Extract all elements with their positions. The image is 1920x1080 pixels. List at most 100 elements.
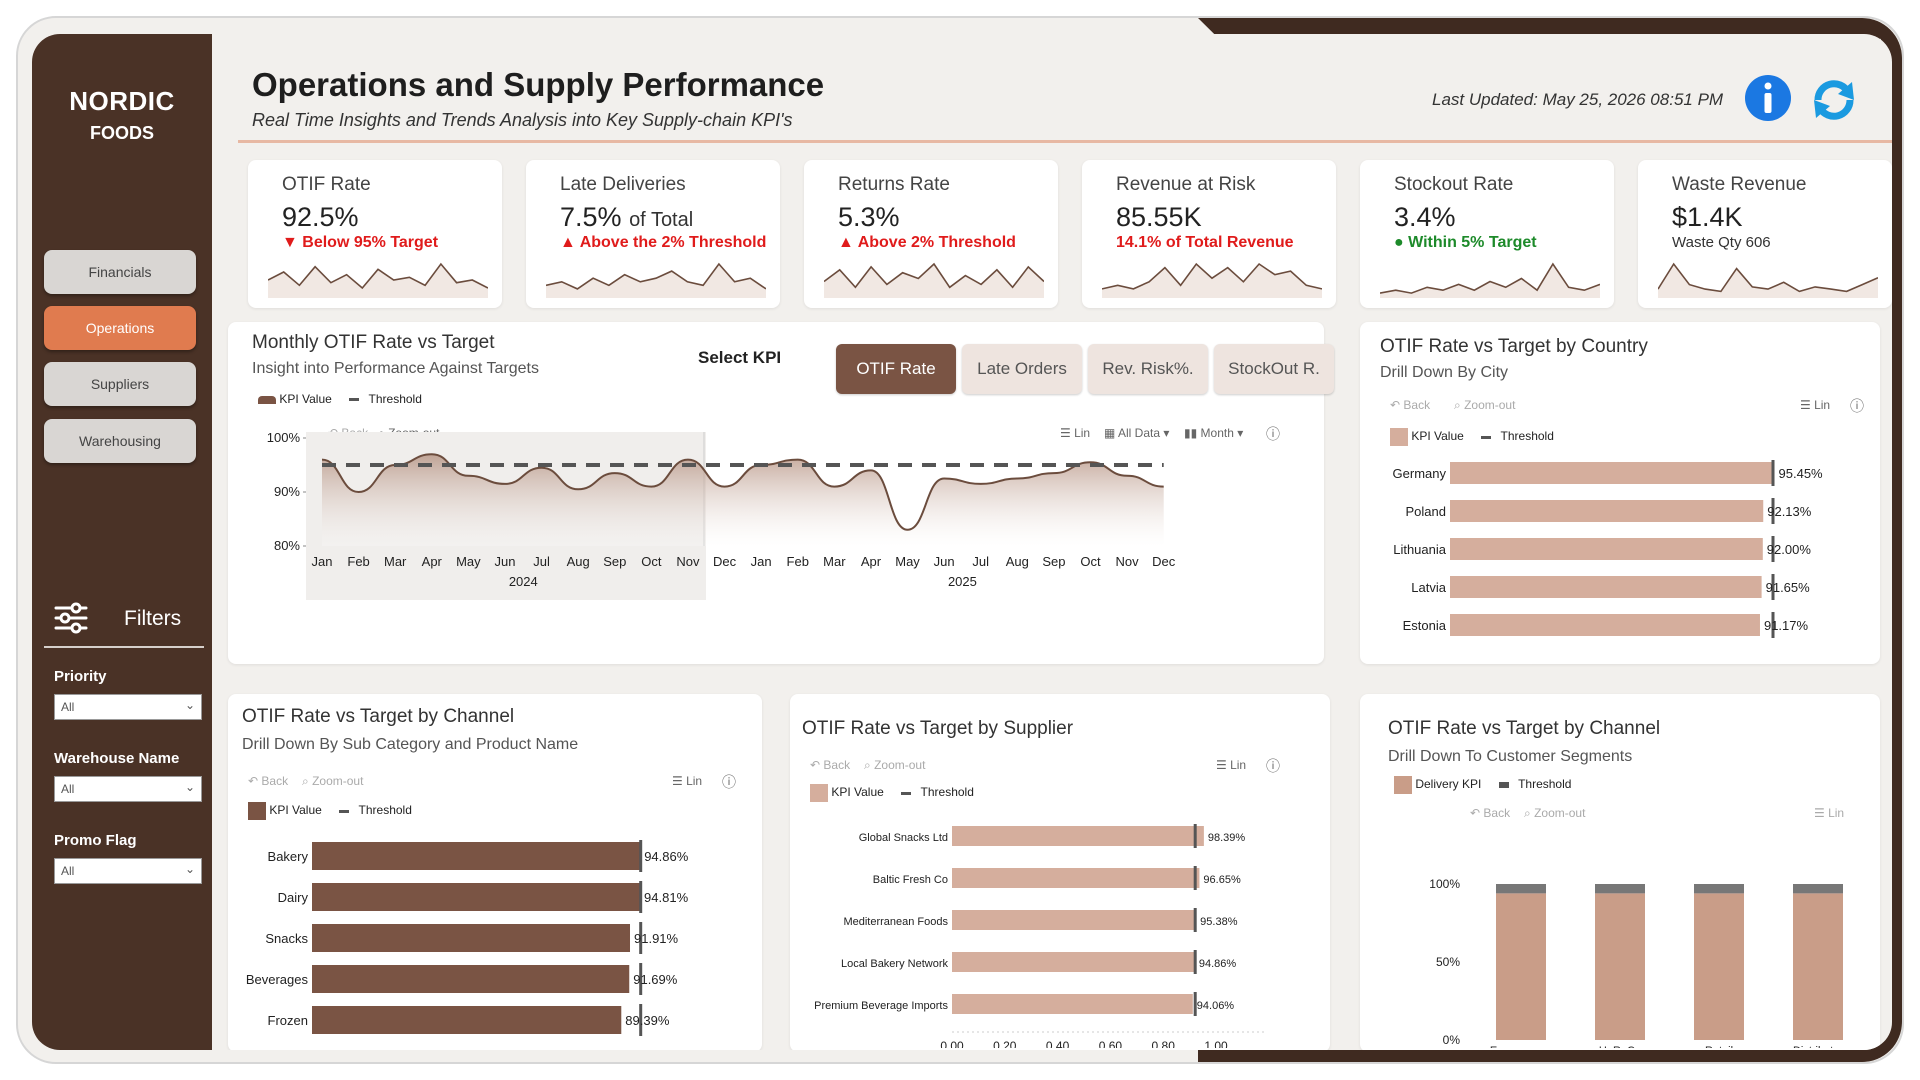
legend-kpi-swatch [248, 802, 266, 820]
country-title: OTIF Rate vs Target by Country [1380, 336, 1648, 357]
segments-back-button[interactable]: ↶ Back [1470, 806, 1511, 820]
x-group-label: 2024 [509, 574, 538, 589]
back-label: Back [261, 774, 289, 788]
bar [312, 1006, 622, 1034]
help-icon[interactable]: ⓘ [1850, 398, 1864, 414]
country-back-button[interactable]: ↶ Back [1390, 398, 1431, 412]
filter-warehouse-select[interactable]: All ⌄ [54, 776, 202, 802]
x-tick-label: 0.00 [940, 1039, 964, 1048]
filter-promo-value: All [61, 864, 75, 878]
help-icon[interactable]: ⓘ [722, 774, 736, 790]
info-icon[interactable] [1744, 74, 1792, 122]
kpi-value: 7.5% of Total [560, 202, 693, 233]
threshold-marker [1771, 574, 1775, 600]
nav-financials-button[interactable]: Financials [44, 250, 196, 294]
tab-late-orders[interactable]: Late Orders [962, 344, 1082, 394]
refresh-icon[interactable] [1808, 74, 1860, 126]
country-lin-button[interactable]: ☰ Lin [1800, 398, 1831, 412]
threshold-marker [639, 840, 643, 872]
tab-stockout[interactable]: StockOut R. [1214, 344, 1334, 394]
back-label: Back [1403, 398, 1431, 412]
kpi-value: 92.5% [282, 202, 359, 233]
x-tick-label: Jun [494, 554, 515, 569]
y-tick-label: 100% [267, 430, 301, 445]
threshold-marker [1193, 992, 1197, 1016]
category-label: Baltic Fresh Co [873, 874, 948, 886]
threshold-marker [1771, 612, 1775, 638]
legend-kpi-label: KPI Value [269, 803, 322, 818]
month-label: Month [1200, 426, 1234, 440]
legend-threshold-swatch [339, 809, 350, 813]
sparkline-area [546, 264, 766, 298]
kpi-sparkline [824, 262, 1044, 298]
zoom-label: Zoom-out [874, 758, 926, 772]
kpi-line [321, 453, 1164, 531]
channel-zoom-button[interactable]: ⌕ Zoom-out [302, 774, 364, 788]
page-title: Operations and Supply Performance [252, 66, 825, 103]
sparkline-line [824, 262, 1044, 289]
legend-kpi-swatch [810, 784, 828, 802]
channel-back-button[interactable]: ↶ Back [248, 774, 289, 788]
supplier-legend: KPI Value Threshold [810, 784, 974, 802]
supplier-back-button[interactable]: ↶ Back [810, 758, 851, 772]
legend-threshold-swatch [1498, 782, 1509, 788]
channel-subtitle: Drill Down By Sub Category and Product N… [242, 736, 579, 753]
lin-label: Lin [1230, 758, 1247, 772]
value-label: 89.39% [625, 1013, 670, 1028]
help-icon[interactable]: ⓘ [1266, 426, 1280, 442]
segments-lin-button[interactable]: ☰ Lin [1814, 806, 1845, 820]
legend-threshold-label: Threshold [368, 392, 422, 406]
lin-label: Lin [1828, 806, 1845, 820]
category-label: Bakery [268, 849, 309, 864]
bar [1450, 614, 1760, 636]
filter-promo-select[interactable]: All ⌄ [54, 858, 202, 884]
country-zoom-button[interactable]: ⌕ Zoom-out [1454, 398, 1516, 412]
filter-priority-value: All [61, 700, 75, 714]
segments-bar-chart: 0% 50% 100% E-commerce HoReCa Retail Distribut… [1429, 877, 1843, 1048]
x-tick-label: Sep [603, 554, 626, 569]
filters-header: Filters [54, 599, 204, 639]
threshold-gap [1595, 884, 1645, 894]
kpi-card: Late Deliveries 7.5% of Total ▲ Above th… [526, 160, 780, 308]
nav-suppliers-button[interactable]: Suppliers [44, 362, 196, 406]
segments-zoom-button[interactable]: ⌕ Zoom-out [1524, 806, 1586, 820]
channel-lin-button[interactable]: ☰ Lin [672, 774, 703, 788]
legend-threshold-swatch [901, 791, 912, 795]
supplier-zoom-button[interactable]: ⌕ Zoom-out [864, 758, 926, 772]
kpi-status: ▲ Above the 2% Threshold [560, 234, 767, 251]
filters-divider [44, 646, 204, 648]
bar [1450, 538, 1763, 560]
threshold-marker [639, 1004, 643, 1036]
nav-warehousing-button[interactable]: Warehousing [44, 419, 196, 463]
sliders-icon [54, 602, 88, 634]
legend-kpi-swatch [1390, 428, 1408, 446]
kpi-value: 85.55K [1116, 202, 1202, 233]
sidebar: NORDIC FOODS Financials Operations Suppl… [32, 34, 212, 1050]
monthly-lin-button[interactable]: ☰ Lin [1060, 426, 1091, 440]
help-icon[interactable]: ⓘ [1266, 758, 1280, 774]
category-label: Frozen [268, 1013, 308, 1028]
sparkline-line [546, 262, 766, 290]
kpi-title: Stockout Rate [1394, 174, 1514, 195]
supplier-bar-chart: Global Snacks Ltd 98.39% Baltic Fresh Co 96… [814, 824, 1266, 1048]
monthly-month-button[interactable]: ▮▮ Month ▾ [1184, 426, 1244, 440]
x-tick-label: 0.20 [993, 1039, 1017, 1048]
filter-priority-select[interactable]: All ⌄ [54, 694, 202, 720]
tab-rev-risk[interactable]: Rev. Risk%. [1088, 344, 1208, 394]
x-tick-label: Apr [422, 554, 443, 569]
back-label: Back [1483, 806, 1511, 820]
legend-threshold-label: Threshold [358, 803, 412, 818]
bar [952, 994, 1193, 1014]
value-label: 94.81% [644, 890, 689, 905]
value-label: 98.39% [1208, 832, 1246, 844]
x-tick-label: E-commerce [1490, 1045, 1552, 1048]
monthly-alldata-button[interactable]: ▦ All Data ▾ [1104, 426, 1170, 440]
y-tick-label: 0% [1443, 1033, 1461, 1047]
tab-otif-rate[interactable]: OTIF Rate [836, 344, 956, 394]
value-label: 95.38% [1200, 916, 1238, 928]
filter-warehouse-value: All [61, 782, 75, 796]
nav-operations-button[interactable]: Operations [44, 306, 196, 350]
x-group-label: 2025 [948, 574, 977, 589]
supplier-lin-button[interactable]: ☰ Lin [1216, 758, 1247, 772]
page-subtitle: Real Time Insights and Trends Analysis i… [252, 110, 793, 130]
